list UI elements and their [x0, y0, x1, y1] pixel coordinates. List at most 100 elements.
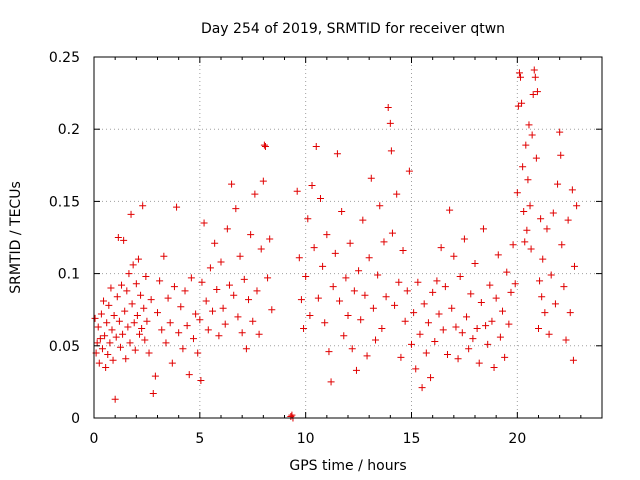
- data-point: [357, 316, 365, 324]
- data-point: [175, 329, 183, 337]
- data-point: [473, 324, 481, 332]
- y-axis: 0 0.05 0.1 0.15 0.2 0.25: [49, 50, 602, 427]
- data-point: [566, 309, 574, 317]
- data-point: [437, 244, 445, 252]
- data-point: [240, 275, 248, 283]
- data-point: [145, 349, 153, 357]
- data-point: [134, 255, 142, 263]
- data-point: [140, 304, 148, 312]
- data-point: [107, 284, 115, 292]
- data-point: [560, 283, 568, 291]
- data-point: [312, 143, 320, 151]
- data-point: [166, 319, 174, 327]
- data-point: [295, 254, 303, 262]
- data-point: [391, 301, 399, 309]
- data-point: [138, 324, 146, 332]
- data-point: [162, 339, 170, 347]
- data-point: [532, 154, 540, 162]
- data-point: [352, 366, 360, 374]
- data-point: [116, 343, 124, 351]
- data-point: [556, 128, 564, 136]
- data-point: [300, 324, 308, 332]
- data-point: [355, 267, 363, 275]
- data-point: [467, 290, 475, 298]
- data-point: [537, 215, 545, 223]
- data-point: [128, 300, 136, 308]
- data-point: [465, 345, 473, 353]
- data-point: [327, 378, 335, 386]
- data-point: [435, 310, 443, 318]
- data-point: [538, 293, 546, 301]
- data-point: [261, 143, 269, 151]
- data-point: [215, 332, 223, 340]
- data-point: [101, 332, 109, 340]
- data-point: [488, 317, 496, 325]
- y-axis-label: SRMTID / TECUs: [8, 181, 24, 294]
- data-point: [525, 121, 533, 129]
- data-point: [264, 274, 272, 282]
- data-point: [192, 310, 200, 318]
- data-point: [564, 216, 572, 224]
- data-point: [255, 330, 263, 338]
- data-point: [372, 336, 380, 344]
- data-point: [323, 231, 331, 239]
- data-point: [374, 271, 382, 279]
- y-tick-label: 0.15: [49, 194, 80, 210]
- data-point: [160, 252, 168, 260]
- data-point: [136, 330, 144, 338]
- data-point: [104, 350, 112, 358]
- data-point: [179, 345, 187, 353]
- data-point: [523, 226, 531, 234]
- data-point: [310, 244, 318, 252]
- data-point: [156, 277, 164, 285]
- data-point: [266, 235, 274, 243]
- data-point: [427, 374, 435, 382]
- data-point: [509, 241, 517, 249]
- data-point: [130, 319, 138, 327]
- data-point: [524, 176, 532, 184]
- data-point: [316, 195, 324, 203]
- data-point: [429, 288, 437, 296]
- data-point: [458, 329, 466, 337]
- data-point: [249, 317, 257, 325]
- data-point: [151, 372, 159, 380]
- data-point: [503, 268, 511, 276]
- data-point: [471, 259, 479, 267]
- data-point: [520, 208, 528, 216]
- data-point: [251, 190, 259, 198]
- data-point: [348, 345, 356, 353]
- data-point: [549, 209, 557, 217]
- data-point: [333, 150, 341, 158]
- data-point: [397, 353, 405, 361]
- data-point: [533, 88, 541, 96]
- data-point: [232, 205, 240, 213]
- data-point: [164, 294, 172, 302]
- data-point: [154, 309, 161, 317]
- data-point: [554, 180, 562, 188]
- data-point: [541, 309, 549, 317]
- data-point: [526, 202, 534, 210]
- data-point: [443, 350, 451, 358]
- data-point: [344, 311, 352, 319]
- data-point: [168, 359, 176, 367]
- data-point: [535, 324, 542, 332]
- data-point: [306, 311, 314, 319]
- data-point: [228, 180, 236, 188]
- data-point: [469, 335, 477, 343]
- data-point: [376, 202, 384, 210]
- data-point: [124, 323, 132, 331]
- data-point: [119, 330, 127, 338]
- data-point: [422, 349, 430, 357]
- data-point: [223, 225, 231, 233]
- data-point: [382, 293, 390, 301]
- data-point: [463, 313, 471, 321]
- data-point: [225, 281, 233, 289]
- data-point: [202, 297, 210, 305]
- data-point: [91, 314, 99, 322]
- data-point: [496, 333, 504, 341]
- data-point: [405, 167, 413, 175]
- data-point: [545, 330, 553, 338]
- data-point: [479, 225, 487, 233]
- data-point: [120, 236, 128, 244]
- data-point: [380, 238, 388, 246]
